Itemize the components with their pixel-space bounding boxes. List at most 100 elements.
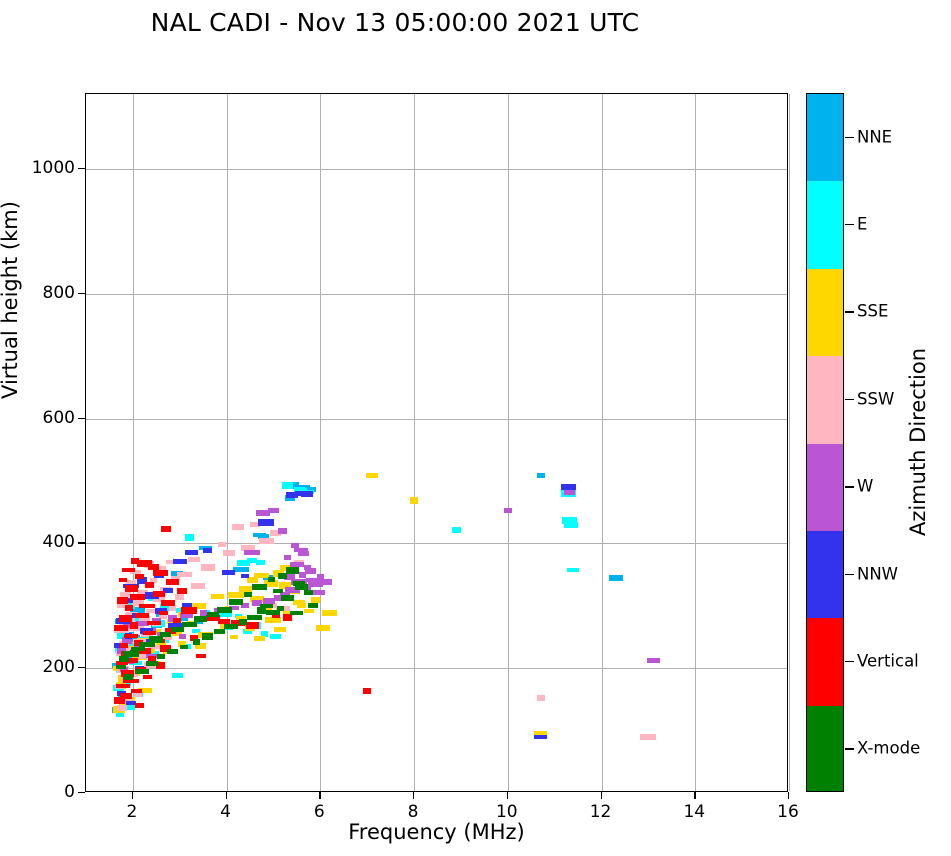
data-point	[130, 647, 145, 652]
x-axis-label: Frequency (MHz)	[348, 820, 525, 844]
data-point	[161, 599, 176, 606]
colorbar-band-nnw	[807, 530, 843, 619]
data-point	[278, 527, 288, 534]
data-point	[285, 567, 299, 575]
data-point	[127, 658, 139, 664]
data-point	[276, 605, 284, 611]
data-point	[119, 614, 133, 622]
data-point	[289, 562, 304, 568]
data-point	[264, 579, 279, 587]
colorbar-label-nnw: NNW	[857, 564, 899, 584]
data-point	[304, 486, 317, 492]
gridline-vertical	[507, 94, 509, 791]
gridline-horizontal	[86, 418, 787, 420]
data-point	[172, 630, 183, 636]
y-tick-label: 200	[42, 657, 75, 678]
data-point	[171, 673, 183, 679]
data-point	[322, 610, 338, 617]
gridline-vertical	[414, 94, 416, 791]
colorbar-label-x-mode: X-mode	[857, 738, 921, 758]
data-point	[180, 644, 189, 649]
data-point	[189, 635, 198, 642]
data-point	[303, 608, 314, 613]
data-point	[130, 607, 146, 615]
data-point	[177, 587, 188, 594]
data-point	[121, 567, 135, 572]
data-point	[318, 579, 332, 586]
colorbar-tick	[845, 311, 854, 313]
data-point	[125, 579, 136, 587]
x-tick-mark	[319, 792, 321, 799]
data-point	[293, 600, 306, 606]
data-point	[195, 643, 207, 650]
y-tick-mark	[78, 542, 85, 544]
data-point	[131, 557, 140, 564]
data-point	[260, 630, 268, 637]
data-point	[159, 613, 168, 619]
data-point	[126, 704, 136, 710]
data-point	[144, 651, 159, 656]
data-point	[156, 654, 165, 660]
data-point	[168, 614, 178, 622]
data-point	[284, 554, 292, 560]
data-point	[250, 595, 265, 602]
data-point	[190, 603, 206, 610]
data-point	[305, 567, 317, 574]
data-point	[236, 560, 250, 567]
data-point	[149, 635, 164, 643]
data-point	[451, 527, 461, 534]
data-point	[299, 571, 307, 578]
colorbar-tick	[845, 573, 854, 575]
colorbar	[806, 93, 844, 792]
data-point	[284, 586, 300, 593]
data-point	[315, 625, 330, 632]
data-point	[219, 622, 229, 629]
data-point	[135, 703, 145, 709]
data-point	[308, 582, 324, 588]
data-point	[241, 603, 250, 609]
data-point	[567, 568, 580, 573]
colorbar-band-w	[807, 443, 843, 531]
data-point	[257, 607, 267, 615]
data-point	[138, 641, 155, 647]
data-point	[119, 656, 130, 663]
data-point	[227, 591, 244, 598]
data-point	[122, 637, 133, 645]
data-point	[295, 584, 309, 591]
data-point	[280, 591, 291, 598]
data-point	[247, 614, 263, 620]
data-point	[293, 580, 306, 586]
data-point	[117, 596, 129, 604]
data-point	[243, 628, 253, 634]
gridline-vertical	[132, 94, 134, 791]
y-tick-mark	[78, 667, 85, 669]
x-tick-label: 14	[683, 802, 706, 822]
data-point	[131, 599, 144, 606]
data-point	[290, 543, 299, 549]
data-point	[120, 643, 129, 649]
y-tick-label: 0	[64, 782, 75, 802]
data-point	[293, 547, 308, 552]
data-point	[175, 594, 185, 601]
data-point	[123, 673, 133, 680]
data-point	[365, 473, 378, 479]
data-point	[231, 620, 246, 627]
data-point	[116, 690, 126, 696]
colorbar-tick	[845, 398, 854, 401]
data-point	[120, 666, 129, 672]
data-point	[273, 595, 283, 602]
data-point	[184, 533, 194, 541]
data-point	[281, 595, 295, 602]
data-point	[536, 695, 545, 702]
data-point	[147, 644, 160, 649]
data-point	[129, 622, 138, 630]
data-point	[138, 647, 151, 654]
data-point	[129, 570, 141, 575]
colorbar-tick	[845, 136, 854, 139]
data-point	[114, 697, 126, 705]
data-point	[150, 578, 158, 584]
data-point	[144, 582, 154, 589]
data-point	[202, 633, 214, 641]
data-point	[146, 621, 161, 626]
